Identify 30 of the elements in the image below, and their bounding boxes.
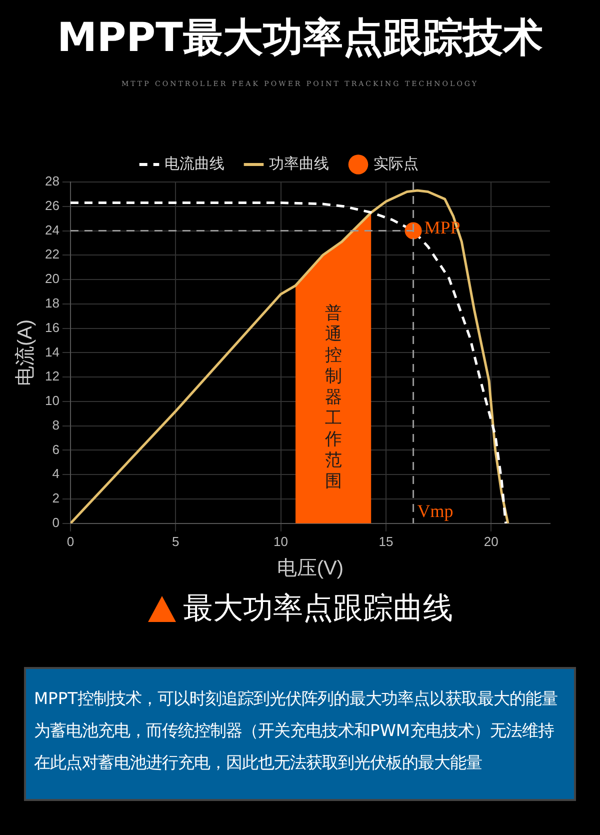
y-tick-label: 18 xyxy=(44,296,60,311)
y-tick-label: 12 xyxy=(44,368,60,384)
y-tick-label: 6 xyxy=(52,442,60,457)
y-tick-label: 24 xyxy=(44,222,60,238)
y-tick-label: 20 xyxy=(44,271,60,286)
y-axis-title: 电流(A) xyxy=(14,319,37,386)
legend-label: 功率曲线 xyxy=(268,156,329,173)
y-tick-label: 26 xyxy=(44,198,60,213)
ref-line-label: Vmp xyxy=(417,501,454,522)
y-tick-label: 0 xyxy=(52,514,60,530)
legend-label: 实际点 xyxy=(373,156,418,173)
chart-title: MPPT最大功率点跟踪技术 xyxy=(56,14,544,63)
y-tick-label: 22 xyxy=(44,246,60,262)
y-tick-label: 8 xyxy=(52,417,60,432)
text: 最大功率点跟踪曲线 xyxy=(183,590,453,628)
x-tick-label: 15 xyxy=(378,534,394,549)
text: MPPT控制技术，可以时刻追踪到光伏阵列的最大功率点以获取最大的能量为蓄电池充电，而传统控制器（开关充电技术和PWM充电技术）无法维持在此点对蓄电池进行充电，因此也无法获取到光伏板的最大能量 xyxy=(24,667,576,801)
y-tick-label: 28 xyxy=(44,174,60,189)
x-axis-title: 电压(V) xyxy=(276,558,344,580)
text: 普通控制器工作范围 xyxy=(324,304,342,492)
y-tick-label: 16 xyxy=(44,320,60,335)
y-tick-label: 14 xyxy=(44,344,60,360)
y-tick-label: 4 xyxy=(52,466,60,482)
x-tick-label: 20 xyxy=(484,534,498,549)
legend-label: 电流曲线 xyxy=(164,156,224,173)
x-tick-label: 10 xyxy=(274,534,288,549)
y-tick-label: 2 xyxy=(52,490,60,506)
y-tick-label: 10 xyxy=(44,393,60,408)
x-tick-label: 0 xyxy=(66,534,74,549)
x-tick-label: 5 xyxy=(172,534,180,549)
